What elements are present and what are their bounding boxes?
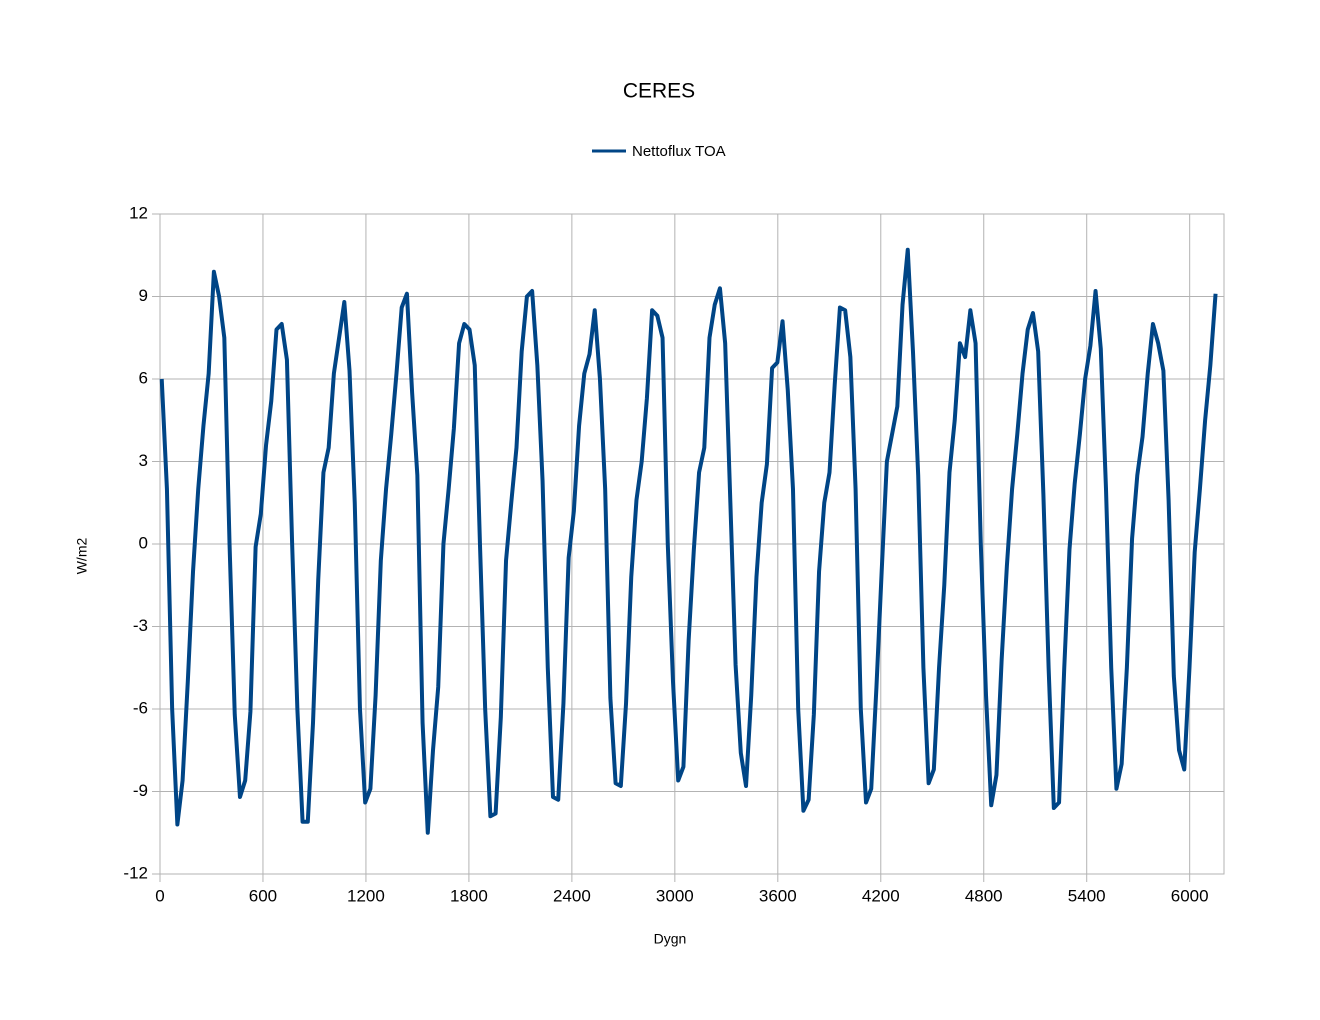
- x-tick-label: 600: [249, 886, 277, 905]
- x-tick-label: 1200: [347, 886, 385, 905]
- y-axis-label: W/m2: [74, 538, 90, 575]
- y-tick-label: 12: [129, 203, 148, 222]
- x-tick-label: 2400: [553, 886, 591, 905]
- y-tick-label: 3: [139, 451, 148, 470]
- x-tick-label: 6000: [1171, 886, 1209, 905]
- chart-title: CERES: [623, 80, 695, 103]
- y-tick-label: -12: [123, 863, 148, 882]
- y-tick-label: -6: [133, 698, 148, 717]
- y-tick-label: -9: [133, 781, 148, 800]
- x-axis-label: Dygn: [654, 931, 687, 947]
- x-tick-label: 4800: [965, 886, 1003, 905]
- x-tick-label: 3000: [656, 886, 694, 905]
- y-tick-label: 9: [139, 286, 148, 305]
- legend-label: Nettoflux TOA: [632, 143, 726, 160]
- y-tick-label: 6: [139, 368, 148, 387]
- x-tick-label: 1800: [450, 886, 488, 905]
- plot-border: [159, 213, 1225, 875]
- y-tick-label: -3: [133, 616, 148, 635]
- x-tick-label: 5400: [1068, 886, 1106, 905]
- x-tick-label: 0: [155, 886, 164, 905]
- y-tick-label: 0: [139, 533, 148, 552]
- x-tick-label: 4200: [862, 886, 900, 905]
- data-line: [159, 247, 1218, 835]
- x-tick-label: 3600: [759, 886, 797, 905]
